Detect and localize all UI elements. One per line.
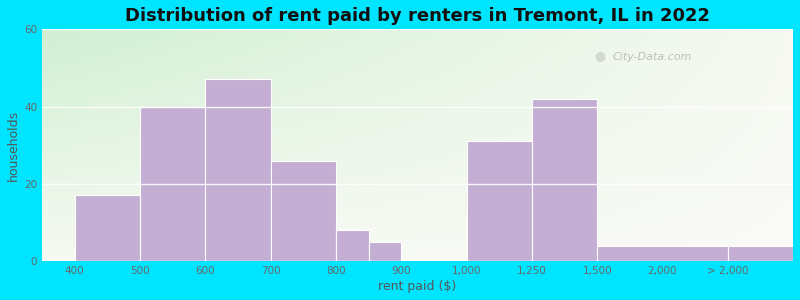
Bar: [140, 106, 206, 261]
Bar: [466, 141, 532, 261]
Y-axis label: households: households: [7, 110, 20, 181]
Text: ⬤: ⬤: [594, 52, 605, 62]
Bar: [206, 80, 270, 261]
Bar: [369, 242, 402, 261]
Bar: [336, 230, 369, 261]
Text: City-Data.com: City-Data.com: [613, 52, 692, 62]
X-axis label: rent paid ($): rent paid ($): [378, 280, 457, 293]
Bar: [728, 246, 793, 261]
Bar: [532, 99, 597, 261]
Bar: [270, 160, 336, 261]
Bar: [74, 195, 140, 261]
Title: Distribution of rent paid by renters in Tremont, IL in 2022: Distribution of rent paid by renters in …: [125, 7, 710, 25]
Bar: [597, 246, 728, 261]
